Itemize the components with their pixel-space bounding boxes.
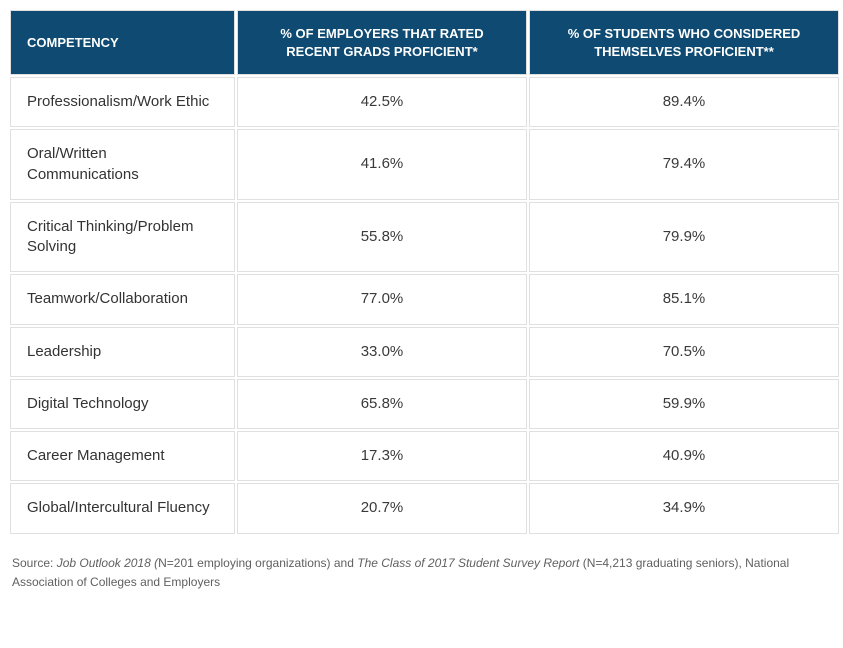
source-ital-2: The Class of 2017 Student Survey Report: [357, 556, 579, 570]
source-ital-1: Job Outlook 2018 (: [57, 556, 158, 570]
cell-employers: 42.5%: [237, 77, 527, 127]
cell-students: 59.9%: [529, 379, 839, 429]
cell-competency: Leadership: [10, 327, 235, 377]
cell-students: 40.9%: [529, 431, 839, 481]
cell-competency: Teamwork/Collaboration: [10, 274, 235, 324]
cell-students: 79.4%: [529, 129, 839, 200]
source-mid-1: N=201 employing organizations) and: [158, 556, 357, 570]
source-citation: Source: Job Outlook 2018 (N=201 employin…: [8, 554, 835, 592]
cell-students: 89.4%: [529, 77, 839, 127]
col-header-competency: COMPETENCY: [10, 10, 235, 75]
table-row: Professionalism/Work Ethic 42.5% 89.4%: [10, 77, 839, 127]
table-row: Critical Thinking/Problem Solving 55.8% …: [10, 202, 839, 273]
cell-employers: 17.3%: [237, 431, 527, 481]
cell-employers: 20.7%: [237, 483, 527, 533]
cell-competency: Global/Intercultural Fluency: [10, 483, 235, 533]
table-header-row: COMPETENCY % OF EMPLOYERS THAT RATED REC…: [10, 10, 839, 75]
table-row: Digital Technology 65.8% 59.9%: [10, 379, 839, 429]
table-row: Oral/Written Communications 41.6% 79.4%: [10, 129, 839, 200]
cell-competency: Digital Technology: [10, 379, 235, 429]
cell-competency: Career Management: [10, 431, 235, 481]
cell-students: 34.9%: [529, 483, 839, 533]
cell-competency: Professionalism/Work Ethic: [10, 77, 235, 127]
cell-employers: 77.0%: [237, 274, 527, 324]
cell-employers: 65.8%: [237, 379, 527, 429]
table-row: Career Management 17.3% 40.9%: [10, 431, 839, 481]
cell-employers: 33.0%: [237, 327, 527, 377]
cell-competency: Oral/Written Communications: [10, 129, 235, 200]
cell-employers: 41.6%: [237, 129, 527, 200]
cell-students: 70.5%: [529, 327, 839, 377]
source-prefix: Source:: [12, 556, 57, 570]
cell-competency: Critical Thinking/Problem Solving: [10, 202, 235, 273]
col-header-employers: % OF EMPLOYERS THAT RATED RECENT GRADS P…: [237, 10, 527, 75]
competency-table: COMPETENCY % OF EMPLOYERS THAT RATED REC…: [8, 8, 841, 536]
table-row: Global/Intercultural Fluency 20.7% 34.9%: [10, 483, 839, 533]
cell-employers: 55.8%: [237, 202, 527, 273]
cell-students: 79.9%: [529, 202, 839, 273]
table-row: Leadership 33.0% 70.5%: [10, 327, 839, 377]
table-row: Teamwork/Collaboration 77.0% 85.1%: [10, 274, 839, 324]
cell-students: 85.1%: [529, 274, 839, 324]
col-header-students: % OF STUDENTS WHO CONSIDERED THEMSELVES …: [529, 10, 839, 75]
